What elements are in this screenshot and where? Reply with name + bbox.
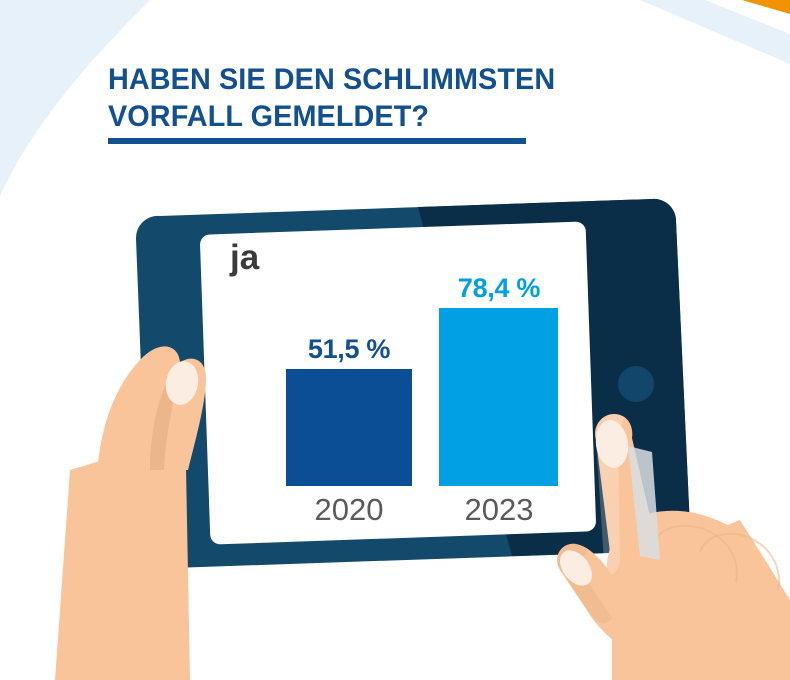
right-hand: [557, 414, 790, 680]
right-index-nail: [595, 420, 629, 468]
bar-category-2023: 2023: [464, 492, 534, 527]
headline-line-2: VORFALL GEMELDET?: [108, 99, 430, 133]
right-thumbnail: [559, 550, 593, 586]
bar-category-2020: 2020: [314, 492, 384, 527]
bar-2020: [286, 369, 412, 486]
bar-value-2023: 78,4 %: [457, 273, 541, 303]
tablet-home-button: [618, 366, 654, 402]
chart-area: ja 51,5 % 78,4 % 2020 2023: [213, 232, 584, 534]
chart-title-ja: ja: [230, 238, 260, 277]
headline-block: HABEN SIE DEN SCHLIMMSTEN VORFALL GEMELD…: [108, 62, 708, 145]
bar-2023: [439, 308, 558, 486]
left-hand: [96, 346, 206, 680]
headline-line-1: HABEN SIE DEN SCHLIMMSTEN: [108, 63, 556, 96]
bar-value-2020: 51,5 %: [307, 334, 391, 364]
bar-plot: 51,5 % 78,4 % 2020 2023: [213, 232, 584, 534]
headline-underline: [108, 138, 526, 145]
left-thumbnail: [165, 361, 199, 405]
